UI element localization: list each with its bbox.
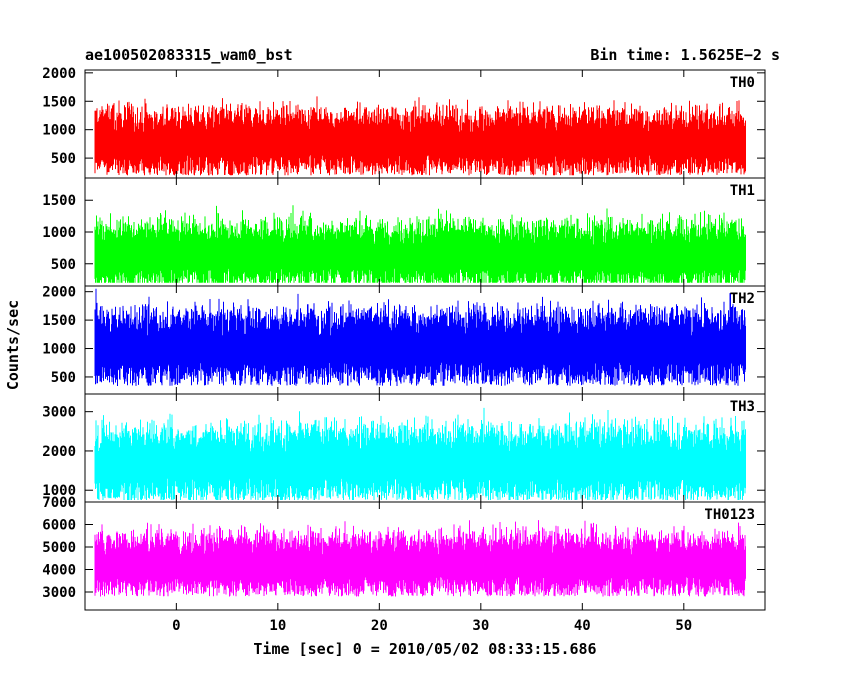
y-tick-label: 1500: [42, 193, 76, 209]
y-tick-label: 6000: [42, 518, 76, 534]
series-line-th1: [94, 205, 746, 283]
panel-label-th0: TH0: [730, 75, 755, 91]
x-tick-label: 50: [675, 618, 692, 634]
y-tick-label: 500: [51, 257, 76, 273]
bin-time-label: Bin time: 1.5625E−2 s: [590, 46, 780, 64]
panel-th0123: 3000 4000 5000 6000 7000 TH0123: [42, 495, 766, 611]
y-tick-label: 2000: [42, 66, 76, 82]
y-tick-label: 2000: [42, 285, 76, 301]
y-tick-label: 500: [51, 370, 76, 386]
panel-th1: 500 1000 1500 TH1: [42, 177, 766, 287]
y-tick-label: 500: [51, 151, 76, 167]
series-line-th0123: [94, 520, 746, 597]
panel-th3: 1000 2000 3000 TH3: [42, 393, 766, 503]
x-tick-label: 10: [269, 618, 286, 634]
panel-frame: [84, 501, 766, 611]
y-tick-label: 2000: [42, 444, 76, 460]
x-tick-label: 40: [574, 618, 591, 634]
y-tick-label: 1000: [42, 123, 76, 139]
x-tick-label: 30: [472, 618, 489, 634]
y-tick-label: 1000: [42, 225, 76, 241]
y-tick-label: 4000: [42, 563, 76, 579]
y-tick-label: 1000: [42, 342, 76, 358]
y-tick-label: 1500: [42, 94, 76, 110]
series-line-th0: [94, 96, 746, 176]
y-tick-label: 1000: [42, 483, 76, 499]
y-tick-label: 5000: [42, 540, 76, 556]
x-axis-title: Time [sec] 0 = 2010/05/02 08:33:15.686: [253, 640, 596, 658]
panels-group: 500100015002000TH050010001500TH150010001…: [42, 66, 766, 611]
x-tick-label: 0: [172, 618, 180, 634]
chart-title: ae100502083315_wam0_bst: [85, 46, 293, 64]
series-line-th3: [94, 407, 746, 500]
x-tick-label: 20: [371, 618, 388, 634]
panel-th0: 500 1000 1500 2000 TH0: [42, 66, 766, 179]
panel-label-th0123: TH0123: [704, 507, 755, 523]
panel-label-th1: TH1: [730, 183, 755, 199]
y-tick-label: 3000: [42, 405, 76, 421]
y-axis-title: Counts/sec: [4, 300, 22, 390]
x-axis: 0 10 20 30 40 50: [172, 618, 692, 634]
panel-label-th2: TH2: [730, 291, 755, 307]
panel-th2: 500 1000 1500 2000 TH2: [42, 285, 766, 395]
y-tick-label: 7000: [42, 495, 76, 511]
panel-label-th3: TH3: [730, 399, 755, 415]
series-line-th2: [94, 288, 746, 386]
y-tick-label: 1500: [42, 313, 76, 329]
y-tick-label: 3000: [42, 585, 76, 601]
